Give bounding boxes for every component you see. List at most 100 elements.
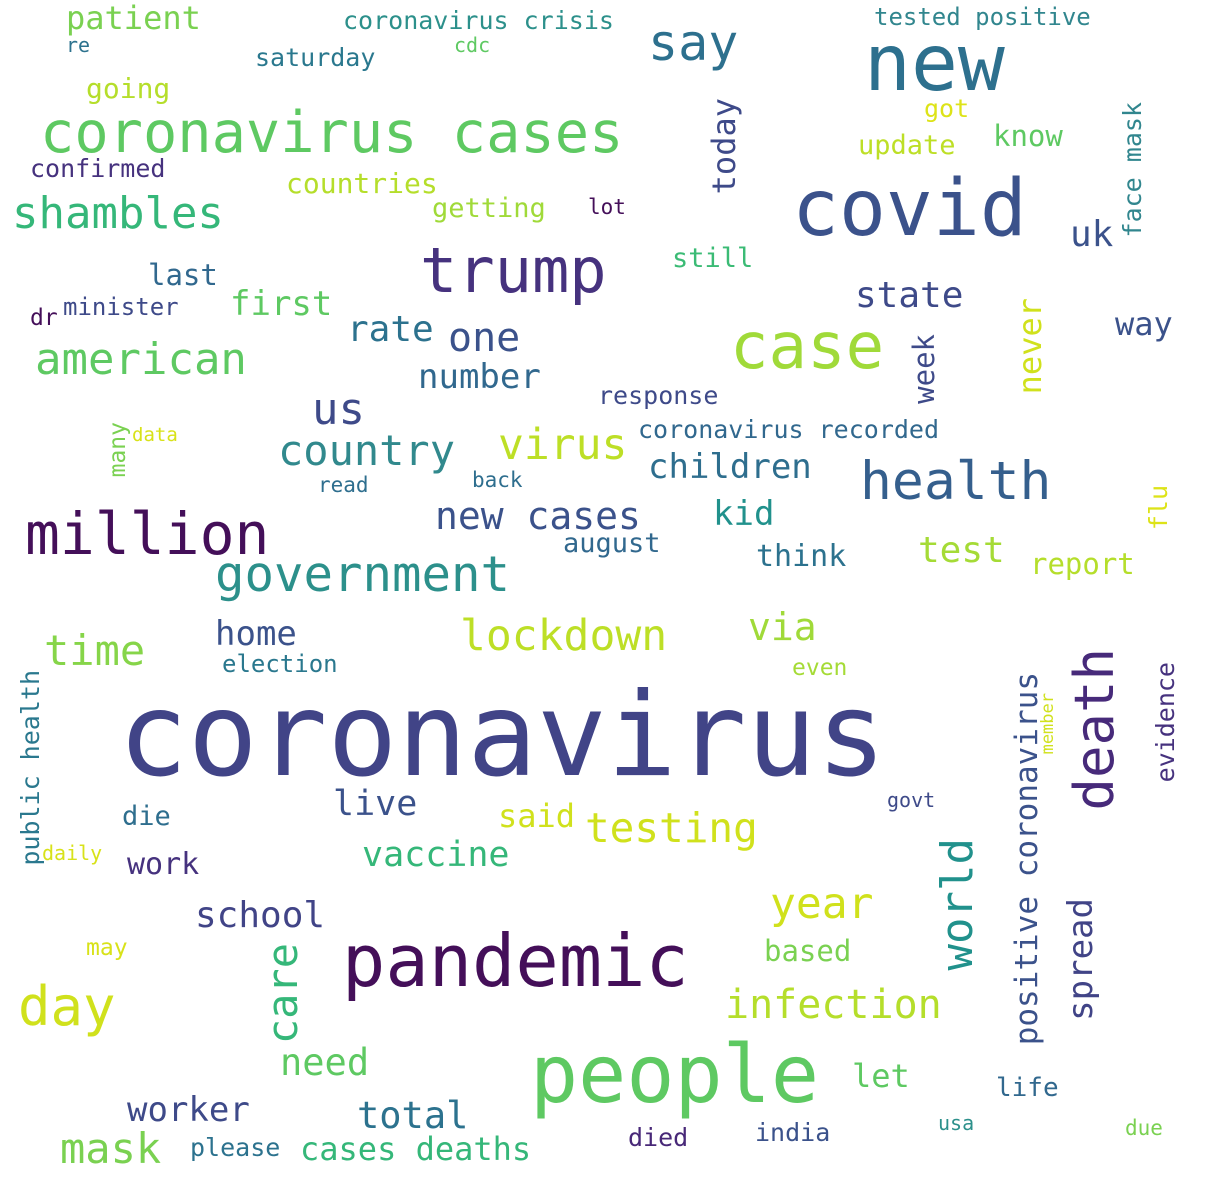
word-rate: rate xyxy=(347,309,434,350)
word-even: even xyxy=(792,655,848,681)
word-tested-positive: tested positive xyxy=(874,3,1091,31)
word-live: live xyxy=(333,784,418,824)
word-shambles: shambles xyxy=(12,188,224,239)
word-data: data xyxy=(132,424,178,446)
word-people: people xyxy=(530,1028,819,1121)
word-coronavirus-recorded: coronavirus recorded xyxy=(638,415,940,444)
word-last: last xyxy=(148,258,218,292)
word-testing: testing xyxy=(585,804,758,852)
word-lot: lot xyxy=(588,195,626,219)
word-please: please xyxy=(190,1133,281,1162)
word-time: time xyxy=(44,626,146,675)
word-way: way xyxy=(1115,305,1173,343)
word-never: never xyxy=(1011,298,1049,395)
word-election: election xyxy=(222,650,338,678)
word-pandemic: pandemic xyxy=(342,919,689,1003)
word-coronavirus-cases: coronavirus cases xyxy=(40,100,624,166)
word-health: health xyxy=(860,451,1052,512)
word-coronavirus-crisis: coronavirus crisis xyxy=(343,6,614,35)
word-cases-deaths: cases deaths xyxy=(300,1130,532,1168)
word-virus: virus xyxy=(498,420,628,470)
word-response: response xyxy=(598,381,719,410)
word-american: american xyxy=(35,334,247,385)
word-august: august xyxy=(563,528,661,559)
word-number: number xyxy=(418,357,541,397)
word-daily: daily xyxy=(42,841,103,865)
word-spread: spread xyxy=(1061,898,1101,1021)
word-evidence: evidence xyxy=(1151,662,1180,783)
word-infection: infection xyxy=(725,982,942,1028)
word-need: need xyxy=(280,1041,370,1084)
word-still: still xyxy=(672,243,754,274)
word-usa: usa xyxy=(938,1111,975,1135)
word-today: today xyxy=(705,98,743,195)
word-new: new xyxy=(864,19,1005,109)
word-said: said xyxy=(498,797,576,835)
word-week: week xyxy=(907,334,941,404)
word-via: via xyxy=(748,605,817,649)
word-first: first xyxy=(230,284,333,324)
word-mask: mask xyxy=(60,1124,162,1173)
word-back: back xyxy=(472,468,523,492)
word-life: life xyxy=(996,1073,1059,1103)
word-death: death xyxy=(1063,648,1126,811)
word-cdc: cdc xyxy=(454,33,491,57)
word-care: care xyxy=(258,943,307,1045)
word-day: day xyxy=(18,975,116,1038)
word-million: million xyxy=(25,500,270,568)
word-update: update xyxy=(858,130,956,161)
word-case: case xyxy=(730,310,885,384)
word-read: read xyxy=(318,473,369,497)
word-work: work xyxy=(127,847,200,882)
word-world: world xyxy=(932,838,983,971)
word-coronavirus: coronavirus xyxy=(118,668,887,803)
word-saturday: saturday xyxy=(255,43,376,72)
word-many: many xyxy=(105,422,131,478)
word-children: children xyxy=(648,447,812,487)
word-new-cases: new cases xyxy=(435,494,641,538)
word-die: die xyxy=(122,801,171,832)
word-minister: minister xyxy=(63,293,179,321)
word-confirmed: confirmed xyxy=(30,154,166,183)
word-country: country xyxy=(278,426,456,475)
word-member: member xyxy=(1038,693,1058,755)
word-government: government xyxy=(215,546,511,603)
word-school: school xyxy=(195,895,326,936)
word-lockdown: lockdown xyxy=(460,611,668,661)
word-know: know xyxy=(993,119,1063,153)
word-covid: covid xyxy=(792,164,1027,254)
word-think: think xyxy=(756,539,847,574)
word-total: total xyxy=(357,1094,469,1137)
word-going: going xyxy=(86,72,171,105)
word-face-mask: face mask xyxy=(1118,102,1147,238)
word-us: us xyxy=(312,384,365,435)
word-test: test xyxy=(918,530,1005,571)
word-one: one xyxy=(448,315,521,361)
word-report: report xyxy=(1030,547,1135,581)
word-dr: dr xyxy=(30,305,58,331)
word-trump: trump xyxy=(420,234,607,307)
word-vaccine: vaccine xyxy=(362,835,510,875)
word-worker: worker xyxy=(127,1090,250,1130)
word-got: got xyxy=(924,94,970,123)
word-based: based xyxy=(764,934,852,968)
word-uk: uk xyxy=(1070,214,1114,255)
word-re: re xyxy=(66,33,91,57)
word-may: may xyxy=(86,935,128,961)
word-getting: getting xyxy=(432,193,546,224)
word-state: state xyxy=(855,275,964,316)
word-due: due xyxy=(1125,1116,1163,1140)
word-say: say xyxy=(648,14,739,72)
word-year: year xyxy=(770,879,874,929)
word-patient: patient xyxy=(66,0,201,37)
word-countries: countries xyxy=(286,167,438,200)
word-flu: flu xyxy=(1144,485,1173,531)
word-died: died xyxy=(628,1123,689,1152)
word-govt: govt xyxy=(887,788,936,812)
word-public-health: public health xyxy=(16,670,45,866)
word-home: home xyxy=(215,614,297,654)
word-india: india xyxy=(755,1118,831,1147)
word-kid: kid xyxy=(713,494,775,534)
word-let: let xyxy=(852,1057,910,1095)
